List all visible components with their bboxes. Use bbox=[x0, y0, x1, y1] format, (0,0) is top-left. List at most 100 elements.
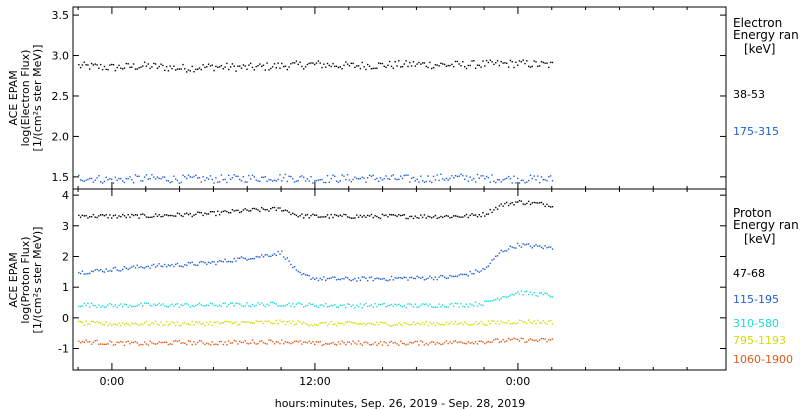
data-point bbox=[96, 177, 98, 179]
data-point bbox=[390, 303, 393, 306]
y-tick-label: 1 bbox=[62, 281, 69, 294]
data-point bbox=[81, 340, 84, 343]
data-point bbox=[98, 321, 100, 324]
data-point bbox=[345, 321, 347, 324]
data-point bbox=[246, 68, 248, 70]
data-point bbox=[381, 62, 384, 65]
data-point bbox=[500, 297, 502, 300]
data-point bbox=[207, 178, 210, 180]
data-point bbox=[524, 321, 526, 323]
data-point bbox=[103, 180, 106, 183]
data-point bbox=[312, 62, 314, 64]
data-point bbox=[507, 337, 510, 340]
data-point bbox=[132, 341, 135, 344]
data-point bbox=[257, 65, 259, 67]
data-point bbox=[394, 277, 396, 279]
data-point bbox=[323, 305, 325, 307]
data-point bbox=[156, 323, 159, 325]
data-point bbox=[123, 67, 126, 69]
data-point bbox=[149, 340, 151, 343]
data-point bbox=[337, 181, 340, 183]
data-point bbox=[414, 277, 416, 280]
data-point bbox=[319, 179, 321, 181]
data-point bbox=[275, 319, 277, 322]
data-point bbox=[410, 342, 413, 344]
proton-ylabel-line-2: log(Proton Flux) bbox=[19, 236, 32, 323]
data-point bbox=[464, 306, 466, 308]
data-point bbox=[551, 338, 554, 340]
data-point bbox=[87, 178, 89, 181]
data-point bbox=[533, 175, 535, 177]
data-point bbox=[507, 295, 510, 298]
data-point bbox=[253, 342, 255, 344]
data-point bbox=[438, 323, 440, 325]
data-point bbox=[262, 341, 265, 344]
data-point bbox=[286, 68, 288, 71]
data-point bbox=[365, 324, 367, 326]
data-point bbox=[407, 303, 409, 305]
data-point bbox=[482, 268, 484, 270]
data-point bbox=[250, 258, 252, 260]
data-point bbox=[222, 210, 224, 213]
data-point bbox=[361, 216, 363, 218]
data-point bbox=[345, 214, 347, 216]
data-point bbox=[515, 182, 517, 184]
data-point bbox=[268, 339, 270, 341]
data-point bbox=[94, 216, 96, 218]
data-point bbox=[297, 341, 299, 343]
data-point bbox=[215, 65, 217, 68]
data-point bbox=[368, 215, 371, 217]
data-point bbox=[467, 306, 469, 308]
data-point bbox=[359, 214, 362, 217]
data-point bbox=[275, 67, 277, 69]
data-point bbox=[478, 64, 480, 67]
data-point bbox=[319, 62, 321, 64]
data-point bbox=[288, 260, 290, 262]
data-point bbox=[423, 214, 426, 216]
data-point bbox=[502, 179, 504, 181]
data-point bbox=[303, 176, 305, 179]
data-point bbox=[193, 305, 195, 308]
data-point bbox=[237, 302, 239, 305]
data-point bbox=[454, 302, 457, 304]
data-point bbox=[165, 341, 168, 343]
data-point bbox=[306, 342, 309, 344]
data-point bbox=[83, 341, 85, 343]
data-point bbox=[156, 264, 159, 267]
data-point bbox=[310, 303, 312, 306]
data-point bbox=[209, 321, 212, 323]
data-point bbox=[352, 340, 354, 342]
data-point bbox=[352, 322, 354, 324]
data-point bbox=[513, 204, 515, 206]
data-point bbox=[359, 177, 362, 180]
data-point bbox=[259, 180, 261, 183]
data-point bbox=[123, 344, 126, 347]
data-point bbox=[451, 63, 453, 66]
data-point bbox=[432, 306, 435, 308]
data-point bbox=[447, 215, 449, 217]
data-point bbox=[330, 321, 332, 323]
data-point bbox=[321, 344, 323, 346]
data-point bbox=[271, 180, 274, 182]
data-point bbox=[206, 213, 208, 215]
data-point bbox=[549, 246, 552, 248]
data-point bbox=[180, 324, 182, 327]
data-point bbox=[217, 320, 219, 323]
data-point bbox=[496, 60, 499, 62]
data-point bbox=[118, 64, 120, 67]
data-point bbox=[357, 323, 360, 325]
data-point bbox=[103, 343, 106, 345]
data-point bbox=[233, 210, 235, 212]
data-point bbox=[345, 306, 347, 309]
data-point bbox=[474, 67, 477, 69]
data-point bbox=[432, 216, 435, 218]
data-point bbox=[473, 305, 475, 307]
data-point bbox=[83, 215, 85, 217]
data-point bbox=[434, 306, 437, 308]
data-point bbox=[476, 270, 479, 272]
data-point bbox=[332, 216, 334, 219]
data-point bbox=[140, 213, 142, 216]
data-point bbox=[447, 342, 449, 345]
data-point bbox=[211, 324, 213, 326]
data-point bbox=[436, 341, 438, 344]
